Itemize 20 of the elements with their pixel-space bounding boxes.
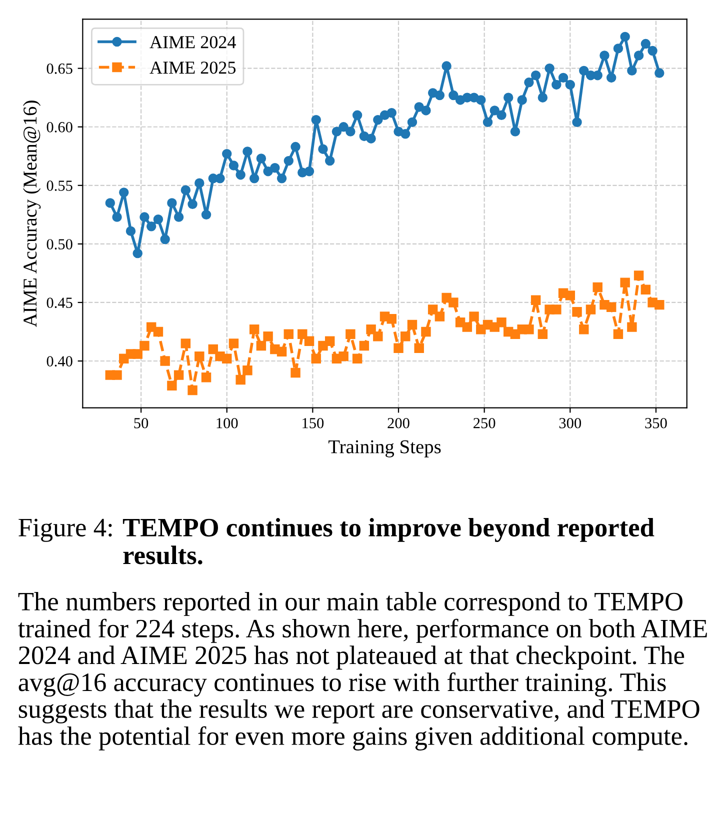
y-tick-label: 0.40 bbox=[46, 356, 72, 367]
y-tick-label: 0.55 bbox=[46, 180, 72, 191]
x-axis-title: Training Steps bbox=[328, 440, 441, 458]
text: The numbers reported in our main table correspond to TEMPO trained for 224 steps. As shown here, performance on both AIME 2024 and AIME 2025 has not plateaued at that checkpoint. The avg@16 accuracy continues to rise with further training. This suggests that the results we report are conservative, and TEMPO has the potential for even more gains given additional compute. bbox=[18, 592, 707, 750]
legend-label: AIME 2025 bbox=[150, 62, 236, 74]
text: TEMPO continues to improve beyond reported results. bbox=[122, 518, 654, 564]
y-tick-label: 0.45 bbox=[46, 298, 72, 308]
caption: Figure 4: bbox=[18, 518, 112, 542]
x-tick-label: 150 bbox=[302, 418, 324, 428]
x-tick-label: 200 bbox=[388, 418, 410, 428]
x-tick-label: 100 bbox=[216, 418, 238, 428]
y-tick-label: 0.60 bbox=[46, 122, 72, 132]
y-axis-title: AIME Accuracy (Mean@16) bbox=[22, 100, 41, 328]
legend-label: AIME 2024 bbox=[150, 36, 236, 48]
x-tick-label: 50 bbox=[134, 418, 148, 428]
x-tick-label: 250 bbox=[474, 418, 496, 428]
y-tick-label: 0.65 bbox=[46, 63, 72, 74]
x-tick-label: 350 bbox=[645, 418, 667, 428]
y-tick-label: 0.50 bbox=[46, 239, 72, 250]
x-tick-label: 300 bbox=[559, 418, 582, 428]
